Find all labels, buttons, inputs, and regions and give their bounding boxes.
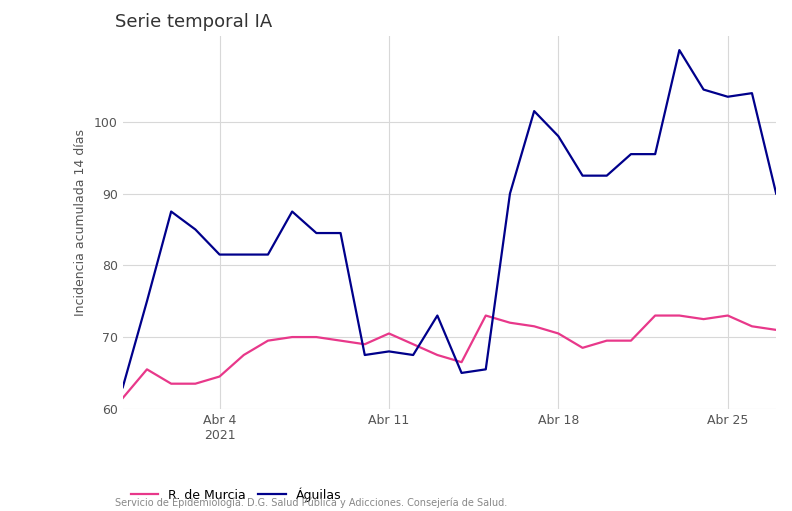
R. de Murcia: [747, 323, 756, 330]
R. de Murcia: [675, 313, 684, 319]
R. de Murcia: [336, 338, 345, 344]
Line: R. de Murcia: R. de Murcia: [123, 316, 776, 398]
R. de Murcia: [699, 316, 708, 322]
R. de Murcia: [263, 338, 272, 344]
Águilas: [239, 251, 249, 258]
Águilas: [650, 151, 660, 157]
R. de Murcia: [311, 334, 321, 340]
R. de Murcia: [432, 352, 442, 358]
Águilas: [747, 90, 756, 96]
Águilas: [263, 251, 272, 258]
Águilas: [166, 208, 176, 215]
R. de Murcia: [287, 334, 297, 340]
Águilas: [409, 352, 418, 358]
Águilas: [554, 133, 563, 140]
R. de Murcia: [457, 359, 466, 365]
Y-axis label: Incidencia acumulada 14 días: Incidencia acumulada 14 días: [74, 129, 87, 316]
Águilas: [771, 191, 781, 197]
R. de Murcia: [626, 338, 636, 344]
R. de Murcia: [578, 345, 588, 351]
R. de Murcia: [529, 323, 539, 330]
Águilas: [626, 151, 636, 157]
R. de Murcia: [143, 366, 152, 373]
Águilas: [311, 230, 321, 236]
R. de Murcia: [166, 381, 176, 387]
R. de Murcia: [191, 381, 200, 387]
R. de Murcia: [554, 331, 563, 337]
Águilas: [287, 208, 297, 215]
R. de Murcia: [650, 313, 660, 319]
Águilas: [675, 47, 684, 53]
R. de Murcia: [118, 395, 128, 401]
Águilas: [578, 173, 588, 179]
Legend: R. de Murcia, Águilas: R. de Murcia, Águilas: [126, 482, 347, 507]
Águilas: [384, 349, 394, 355]
Águilas: [723, 94, 733, 100]
Águilas: [481, 366, 490, 373]
R. de Murcia: [384, 331, 394, 337]
R. de Murcia: [239, 352, 249, 358]
R. de Murcia: [723, 313, 733, 319]
Águilas: [505, 191, 515, 197]
R. de Murcia: [409, 341, 418, 347]
Águilas: [215, 251, 224, 258]
Águilas: [529, 108, 539, 114]
Águilas: [336, 230, 345, 236]
Águilas: [602, 173, 611, 179]
Text: Servicio de Epidemiología. D.G. Salud Pública y Adicciones. Consejería de Salud.: Servicio de Epidemiología. D.G. Salud Pú…: [115, 498, 507, 508]
R. de Murcia: [771, 327, 781, 333]
Text: Serie temporal IA: Serie temporal IA: [115, 13, 272, 31]
Águilas: [143, 298, 152, 304]
R. de Murcia: [360, 341, 370, 347]
R. de Murcia: [481, 313, 490, 319]
Águilas: [699, 86, 708, 92]
Line: Águilas: Águilas: [123, 50, 776, 387]
Águilas: [457, 370, 466, 376]
Águilas: [360, 352, 370, 358]
Águilas: [118, 384, 128, 390]
R. de Murcia: [505, 320, 515, 326]
Águilas: [191, 226, 200, 233]
R. de Murcia: [215, 374, 224, 380]
R. de Murcia: [602, 338, 611, 344]
Águilas: [432, 313, 442, 319]
